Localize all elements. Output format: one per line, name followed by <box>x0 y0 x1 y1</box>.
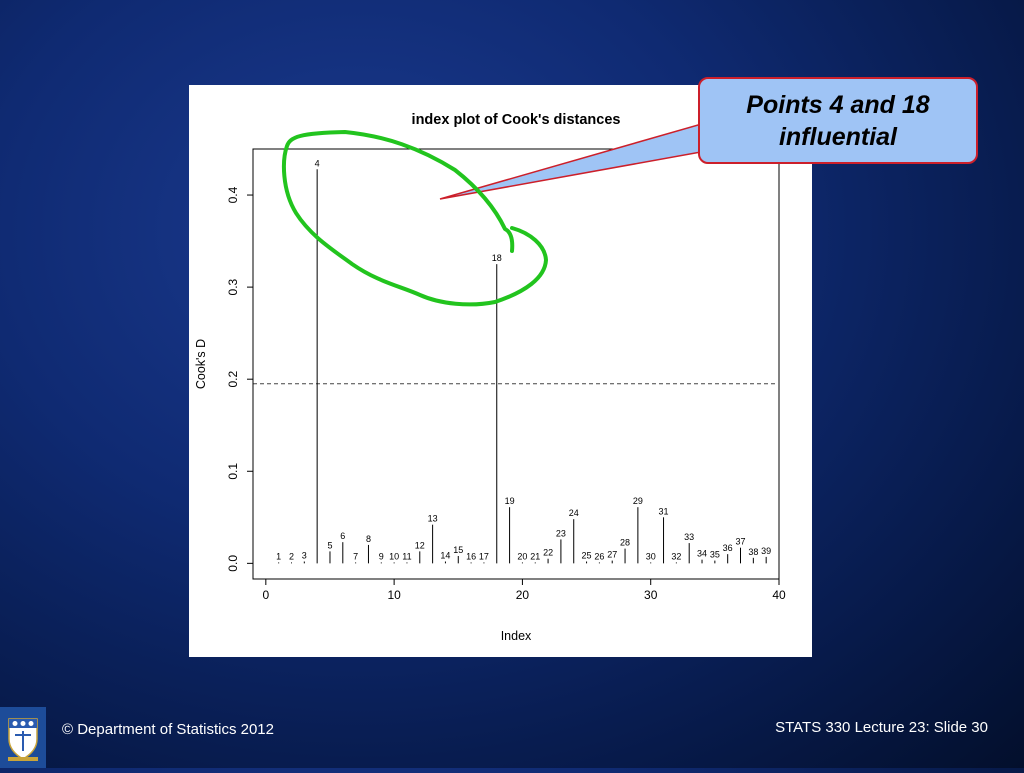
y-tick-label: 0.0 <box>226 555 240 572</box>
y-axis-label: Cook's D <box>194 339 208 389</box>
point-label: 38 <box>748 547 758 557</box>
point-label: 35 <box>710 550 720 560</box>
point-label: 11 <box>402 551 411 561</box>
y-tick-label: 0.3 <box>226 278 240 295</box>
point-label: 23 <box>556 528 566 538</box>
point-label: 32 <box>671 551 681 561</box>
point-label: 3 <box>302 551 307 561</box>
point-label: 6 <box>340 531 345 541</box>
callout-box: Points 4 and 18 influential <box>698 77 978 164</box>
x-tick-label: 40 <box>772 588 786 602</box>
point-label: 18 <box>492 253 502 263</box>
chart-title: index plot of Cook's distances <box>412 112 621 128</box>
point-label: 14 <box>440 551 450 561</box>
point-label: 26 <box>594 551 604 561</box>
point-label: 25 <box>582 551 592 561</box>
point-label: 5 <box>327 540 332 550</box>
point-label: 34 <box>697 549 707 559</box>
callout-line-1: Points 4 and 18 <box>746 90 930 119</box>
footer-slide-number: STATS 330 Lecture 23: Slide 30 <box>775 719 988 736</box>
point-label: 29 <box>633 496 643 506</box>
point-label: 21 <box>530 551 540 561</box>
point-label: 28 <box>620 538 630 548</box>
point-label: 31 <box>659 506 669 516</box>
university-crest-icon <box>0 707 46 768</box>
x-axis-label: Index <box>501 629 532 643</box>
point-label: 33 <box>684 532 694 542</box>
point-label: 24 <box>569 508 579 518</box>
point-label: 7 <box>353 551 358 561</box>
point-label: 37 <box>736 537 746 547</box>
point-label: 19 <box>505 496 515 506</box>
point-label: 16 <box>466 551 476 561</box>
point-label: 15 <box>453 545 463 555</box>
callout-line-2: influential <box>778 122 898 151</box>
point-label: 20 <box>517 551 527 561</box>
point-label: 1 <box>276 551 281 561</box>
point-label: 22 <box>543 548 553 558</box>
point-label: 9 <box>379 551 384 561</box>
point-label: 39 <box>761 546 771 556</box>
x-tick-label: 10 <box>387 588 401 602</box>
point-label: 8 <box>366 534 371 544</box>
y-tick-label: 0.2 <box>226 371 240 388</box>
point-label: 10 <box>389 551 399 561</box>
point-label: 27 <box>607 550 617 560</box>
point-label: 30 <box>646 551 656 561</box>
point-label: 17 <box>479 551 489 561</box>
footer-copyright: © Department of Statistics 2012 <box>62 721 274 738</box>
y-tick-label: 0.4 <box>226 186 240 203</box>
point-label: 2 <box>289 551 294 561</box>
chart-panel: index plot of Cook's distances Index Coo… <box>189 85 812 657</box>
x-tick-label: 0 <box>262 588 269 602</box>
x-tick-label: 20 <box>516 588 530 602</box>
y-tick-label: 0.1 <box>226 463 240 480</box>
point-label: 13 <box>428 514 438 524</box>
point-label: 36 <box>723 543 733 553</box>
cooks-distance-chart: index plot of Cook's distances Index Coo… <box>194 112 786 643</box>
x-tick-label: 30 <box>644 588 658 602</box>
plot-frame <box>252 148 780 580</box>
point-label: 12 <box>415 540 425 550</box>
point-label: 4 <box>315 158 320 168</box>
